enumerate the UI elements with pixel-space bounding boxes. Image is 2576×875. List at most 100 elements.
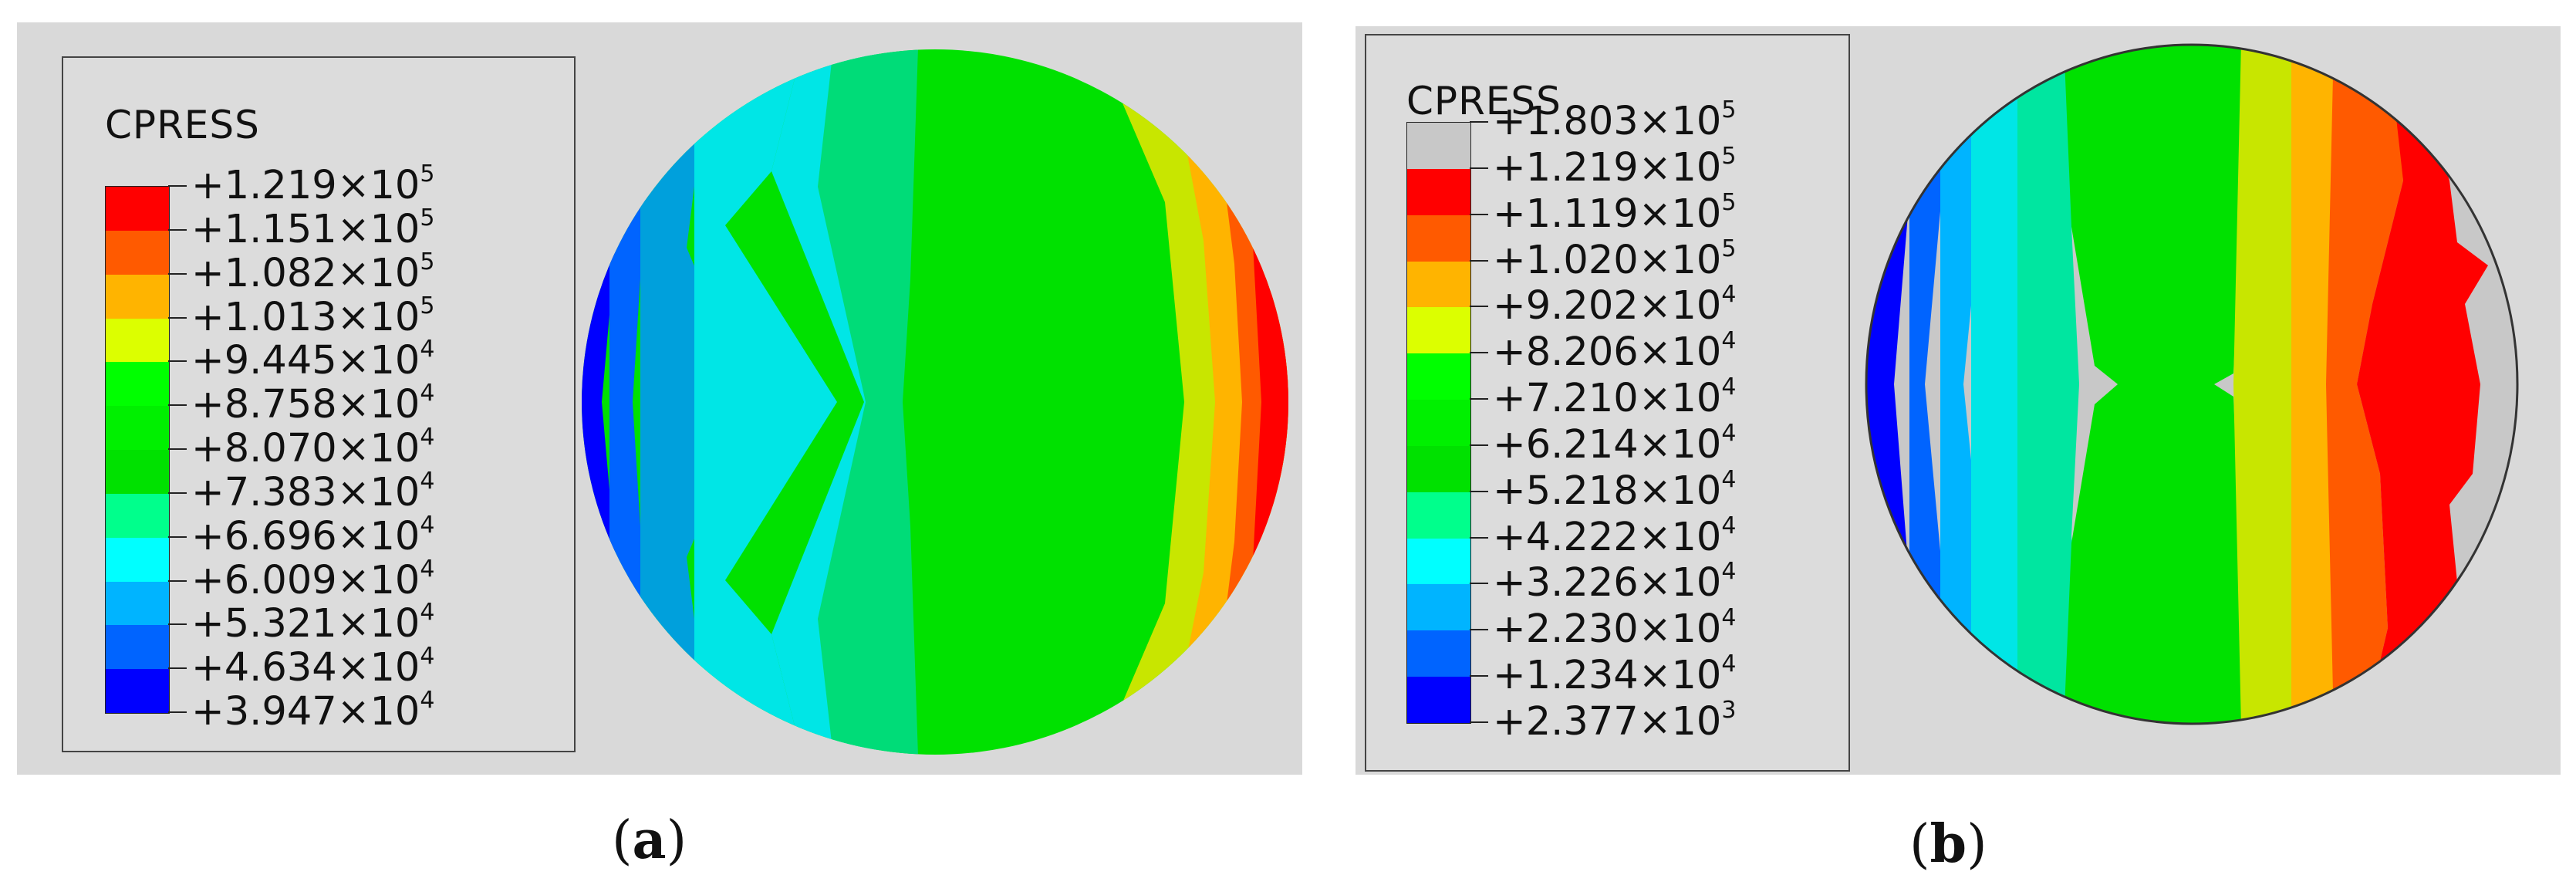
legend-tick [168,228,187,231]
legend-value: +9.445×104 [191,338,434,381]
legend-value-mantissa: +4.222×10 [1493,514,1722,560]
legend-value-mantissa: +8.758×10 [191,382,420,428]
legend-a: CPRESS +1.219×105 +1.151×105 +1.082×105 +1.… [62,56,576,752]
legend-value-exponent: 4 [420,555,435,583]
legend-value-mantissa: +8.070×10 [191,426,420,471]
legend-value: +8.758×104 [191,382,434,428]
legend-swatch [106,581,169,626]
legend-b: CPRESS +1.803×105 +1.219×105 +1.119×105 +1.… [1365,34,1850,772]
legend-value-mantissa: +2.377×10 [1493,699,1722,745]
legend-value: +4.222×104 [1493,514,1736,560]
caption-a: (a) [612,809,687,871]
legend-value: +5.321×104 [191,601,434,647]
legend-value: +1.020×105 [1493,237,1736,280]
legend-swatch [1407,445,1470,493]
legend-swatch [106,406,169,451]
legend-value: +6.214×104 [1493,421,1736,468]
legend-value-exponent: 4 [1721,281,1737,309]
legend-swatch [1407,215,1470,262]
figure-panel-a: CPRESS +1.219×105 +1.151×105 +1.082×105 +1.… [17,22,1302,871]
legend-value-mantissa: +6.009×10 [191,557,420,603]
legend-tick [1470,629,1488,631]
legend-value-mantissa: +5.321×10 [191,601,420,647]
legend-tick [1470,398,1488,400]
legend-value-mantissa: +6.696×10 [191,513,420,559]
legend-value: +1.119×105 [1493,191,1736,234]
legend-swatch [1407,123,1470,170]
legend-value-exponent: 5 [420,248,435,275]
legend-value-exponent: 4 [420,687,435,714]
legend-swatch [1407,400,1470,447]
legend-value: +2.377×103 [1493,699,1736,745]
legend-value-exponent: 4 [420,599,435,627]
legend-tick [168,185,187,187]
legend-value-exponent: 4 [420,511,435,539]
legend-tick [168,272,187,275]
legend-value-exponent: 4 [1721,465,1737,493]
legend-value-exponent: 4 [420,424,435,451]
legend-swatch [1407,261,1470,308]
legend-value-mantissa: +3.226×10 [1493,560,1722,606]
legend-value-exponent: 4 [1721,604,1737,632]
legend-tick [168,404,187,407]
legend-value-exponent: 5 [420,292,435,319]
legend-value-exponent: 3 [1721,697,1737,724]
legend-value: +1.219×105 [1493,144,1736,188]
legend-value: +4.634×104 [191,645,434,691]
legend-value-mantissa: +9.202×10 [1493,283,1722,329]
legend-tick [168,667,187,670]
legend-value-mantissa: +7.383×10 [191,469,420,515]
legend-value-mantissa: +1.803×10 [1493,99,1722,144]
legend-value: +2.230×104 [1493,606,1736,650]
legend-title-b: CPRESS [1406,79,1561,123]
legend-tick [1470,213,1488,215]
legend-value-mantissa: +4.634×10 [191,645,420,691]
legend-tick [168,711,187,713]
legend-tick [1470,306,1488,308]
legend-value-mantissa: +6.214×10 [1493,421,1722,468]
legend-value-mantissa: +8.206×10 [1493,329,1722,376]
figure-panel-b: CPRESS +1.803×105 +1.219×105 +1.119×105 +1.… [1356,26,2561,875]
color-scale-a [105,186,170,714]
caption-b: (b) [1909,813,1987,875]
legend-value: +5.218×104 [1493,468,1736,511]
legend-value-exponent: 4 [420,336,435,363]
legend-value: +1.219×105 [191,163,434,206]
legend-value-mantissa: +1.082×10 [191,250,420,296]
legend-value: +1.082×105 [191,250,434,296]
legend-swatch [106,669,169,714]
legend-value: +1.013×105 [191,294,434,337]
legend-tick [1470,167,1488,169]
legend-value: +6.696×104 [191,513,434,559]
legend-tick [168,535,187,538]
legend-tick [168,492,187,494]
legend-value-exponent: 4 [1721,419,1737,447]
legend-value-mantissa: +7.210×10 [1493,376,1722,422]
legend-title-a: CPRESS [105,103,260,147]
legend-swatch [1407,168,1470,216]
legend-value-exponent: 5 [1721,235,1737,262]
legend-value-mantissa: +2.230×10 [1493,606,1722,653]
color-scale-b [1406,122,1471,724]
legend-swatch [106,537,169,582]
legend-value: +1.151×105 [191,206,434,249]
legend-tick [1470,259,1488,262]
legend-swatch [106,625,169,670]
legend-tick [1470,121,1488,123]
legend-value-exponent: 4 [420,643,435,671]
legend-tick [168,448,187,450]
legend-value: +1.234×104 [1493,653,1736,696]
contour-disk-a [582,49,1288,755]
legend-swatch [1407,677,1470,724]
legend-value-exponent: 4 [1721,373,1737,401]
contour-disk-b [1865,43,2519,725]
legend-swatch [106,187,169,231]
legend-value-exponent: 4 [1721,558,1737,586]
legend-value: +3.226×104 [1493,560,1736,606]
legend-tick [1470,490,1488,492]
legend-swatch [106,450,169,495]
legend-tick [168,579,187,582]
legend-value: +9.202×104 [1493,283,1736,329]
legend-tick [1470,536,1488,539]
legend-tick [1470,675,1488,677]
